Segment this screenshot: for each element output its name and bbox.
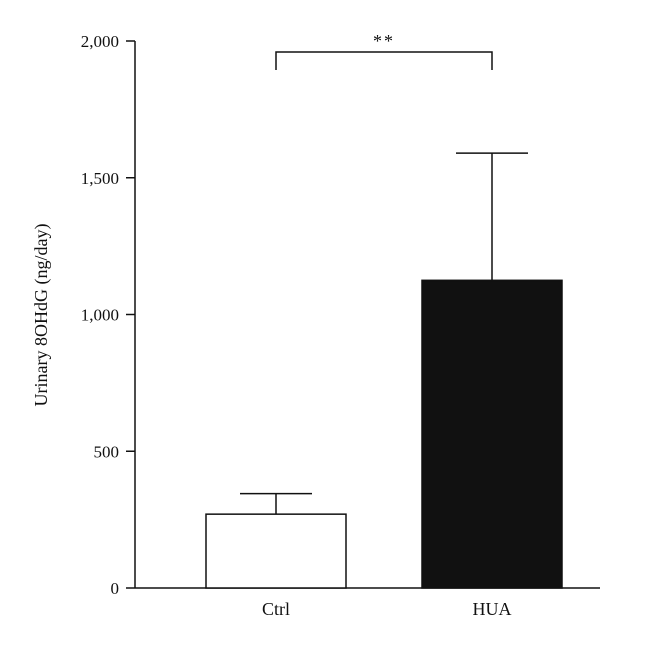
x-category-label: Ctrl — [262, 599, 290, 619]
y-tick-label: 1,000 — [81, 306, 119, 325]
bar-hua — [421, 279, 563, 589]
y-tick-label: 0 — [111, 579, 120, 598]
y-tick-label: 500 — [94, 442, 120, 461]
y-tick-label: 2,000 — [81, 32, 119, 51]
y-axis-title: Urinary 8OHdG (ng/day) — [31, 224, 52, 407]
plot-area: 0 500 1,000 1,500 2,000 Ctrl HUA ** — [81, 31, 600, 619]
significance-label: ** — [373, 31, 395, 51]
significance-bracket — [275, 51, 493, 70]
x-category-label: HUA — [473, 599, 512, 619]
y-tick-label: 1,500 — [81, 169, 119, 188]
bar-ctrl — [205, 513, 347, 589]
